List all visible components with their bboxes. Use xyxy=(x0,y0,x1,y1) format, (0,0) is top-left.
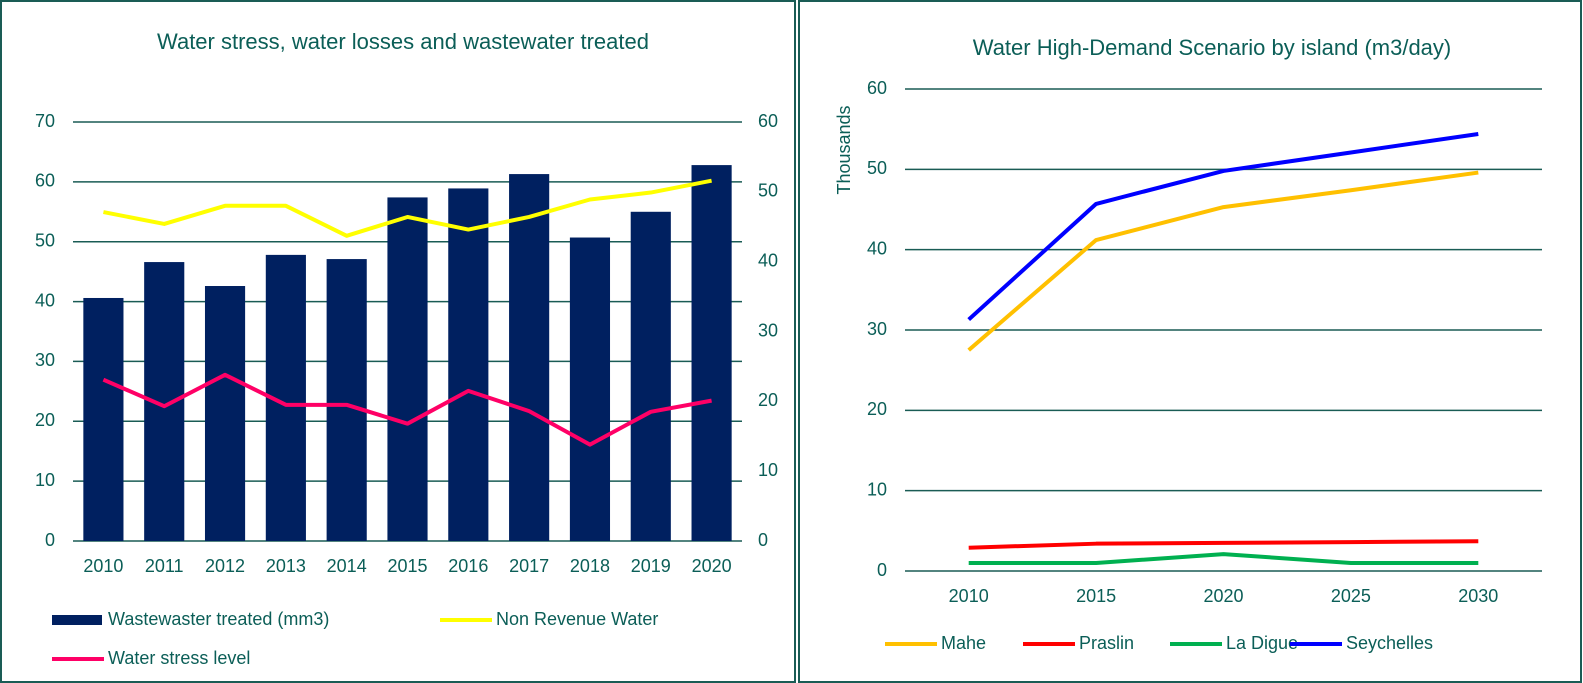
x-tick-label: 2019 xyxy=(631,556,671,576)
chart-title: Water stress, water losses and wastewate… xyxy=(157,29,649,54)
legend-label: Water stress level xyxy=(108,648,250,668)
legend-label: Non Revenue Water xyxy=(496,609,658,629)
line xyxy=(103,178,712,238)
y-tick-label: 0 xyxy=(45,530,55,550)
bar xyxy=(387,197,428,542)
line xyxy=(967,170,1479,352)
y2-tick-label: 0 xyxy=(758,530,768,550)
x-tick-label: 2020 xyxy=(692,556,732,576)
y-tick-label: 60 xyxy=(867,78,887,98)
y-tick-label: 50 xyxy=(867,158,887,178)
y-tick-label: 30 xyxy=(867,319,887,339)
right-panel-frame xyxy=(798,0,1582,683)
y-tick-label: 50 xyxy=(35,230,55,250)
y-tick-label: 40 xyxy=(35,290,55,310)
x-tick-label: 2025 xyxy=(1331,586,1371,606)
y-tick-label: 20 xyxy=(35,410,55,430)
x-tick-label: 2014 xyxy=(327,556,367,576)
y-tick-label: 40 xyxy=(867,238,887,258)
y-tick-label: 30 xyxy=(35,350,55,370)
bar xyxy=(569,237,611,541)
bar xyxy=(326,259,367,541)
y-tick-label: 10 xyxy=(35,470,55,490)
y2-tick-label: 60 xyxy=(758,111,778,131)
x-tick-label: 2020 xyxy=(1203,586,1243,606)
y-tick-label: 70 xyxy=(35,111,55,131)
y-tick-label: 10 xyxy=(867,479,887,499)
legend-label: Mahe xyxy=(941,633,986,653)
bar xyxy=(204,286,246,541)
y2-tick-label: 40 xyxy=(758,250,778,270)
x-tick-label: 2030 xyxy=(1458,586,1498,606)
line xyxy=(968,552,1479,565)
x-tick-label: 2015 xyxy=(387,556,427,576)
y-tick-label: 20 xyxy=(867,399,887,419)
legend-label: Wastewaster treated (mm3) xyxy=(108,609,329,629)
line xyxy=(102,372,712,447)
x-tick-label: 2017 xyxy=(509,556,549,576)
x-tick-label: 2010 xyxy=(949,586,989,606)
bar xyxy=(509,174,550,541)
y-tick-label: 60 xyxy=(35,171,55,191)
x-tick-label: 2018 xyxy=(570,556,610,576)
x-tick-label: 2016 xyxy=(448,556,488,576)
y-axis-label: Thousands xyxy=(834,105,854,194)
y2-tick-label: 30 xyxy=(758,320,778,340)
x-tick-label: 2010 xyxy=(83,556,123,576)
legend-label: La Digue xyxy=(1226,633,1298,653)
left-panel-frame xyxy=(0,0,796,683)
y-tick-label: 0 xyxy=(877,560,887,580)
line xyxy=(967,132,1479,322)
bar xyxy=(630,211,671,542)
x-tick-label: 2015 xyxy=(1076,586,1116,606)
legend-label: Seychelles xyxy=(1346,633,1433,653)
x-tick-label: 2011 xyxy=(145,556,184,576)
line xyxy=(968,539,1479,550)
bar xyxy=(83,297,124,541)
y2-tick-label: 50 xyxy=(758,181,778,201)
x-tick-label: 2013 xyxy=(266,556,306,576)
x-tick-label: 2012 xyxy=(205,556,245,576)
y2-tick-label: 10 xyxy=(758,460,778,480)
chart-title: Water High-Demand Scenario by island (m3… xyxy=(973,35,1452,60)
legend-label: Praslin xyxy=(1079,633,1134,653)
bar xyxy=(691,165,732,541)
legend-swatch xyxy=(52,615,102,625)
bar xyxy=(448,188,489,542)
y2-tick-label: 20 xyxy=(758,390,778,410)
